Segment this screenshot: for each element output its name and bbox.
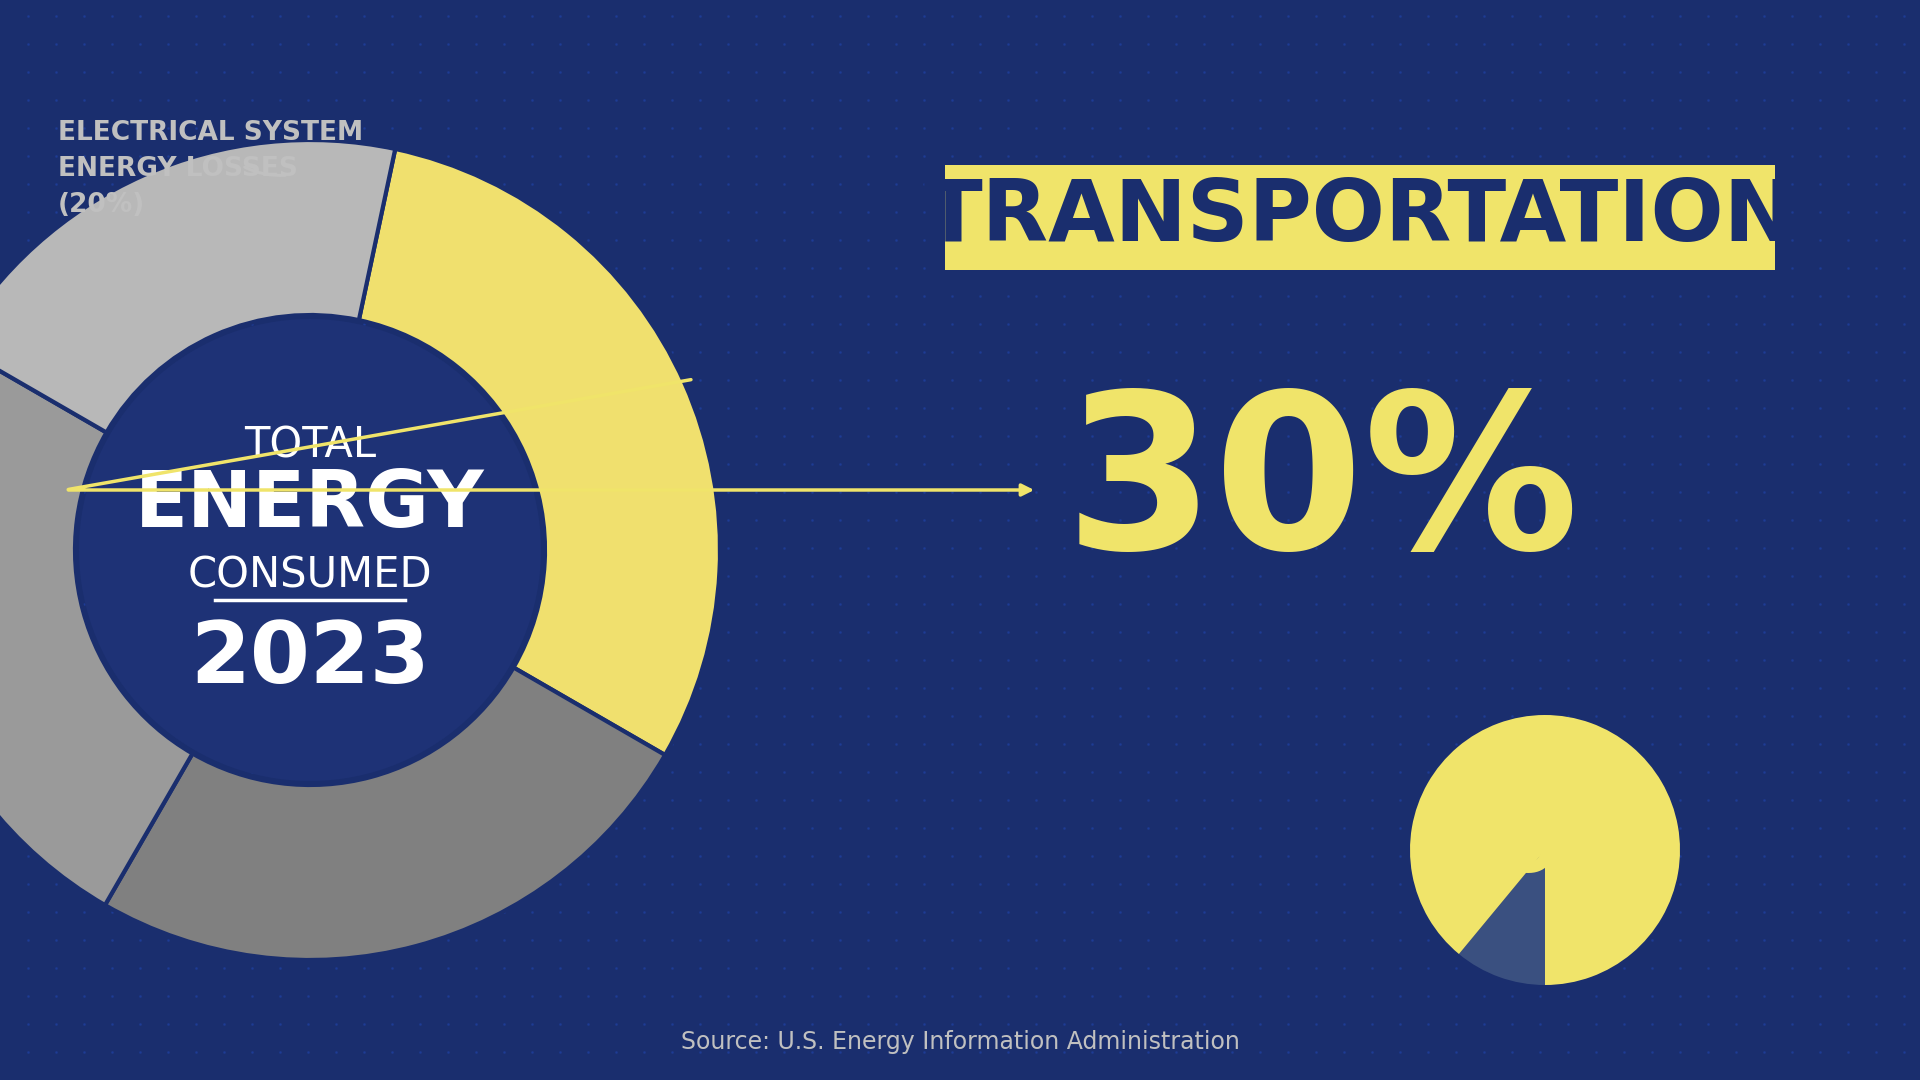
Text: 89%: 89% bbox=[1450, 811, 1642, 889]
Wedge shape bbox=[359, 149, 720, 755]
Text: ENERGY: ENERGY bbox=[134, 467, 486, 543]
Text: 30%: 30% bbox=[1066, 386, 1580, 594]
Wedge shape bbox=[106, 667, 664, 960]
Wedge shape bbox=[1409, 715, 1680, 985]
Text: 2023: 2023 bbox=[190, 619, 430, 702]
Text: TOTAL: TOTAL bbox=[244, 424, 376, 465]
Wedge shape bbox=[1459, 850, 1546, 985]
Text: ELECTRICAL SYSTEM
ENERGY LOSSES
(20%): ELECTRICAL SYSTEM ENERGY LOSSES (20%) bbox=[58, 120, 363, 218]
Text: Source: U.S. Energy Information Administration: Source: U.S. Energy Information Administ… bbox=[680, 1030, 1240, 1054]
Wedge shape bbox=[0, 345, 192, 905]
Text: CONSUMED: CONSUMED bbox=[188, 554, 432, 596]
Circle shape bbox=[79, 319, 541, 781]
FancyBboxPatch shape bbox=[945, 165, 1774, 270]
Text: TRANSPORTATION: TRANSPORTATION bbox=[924, 176, 1797, 259]
Wedge shape bbox=[0, 140, 396, 432]
